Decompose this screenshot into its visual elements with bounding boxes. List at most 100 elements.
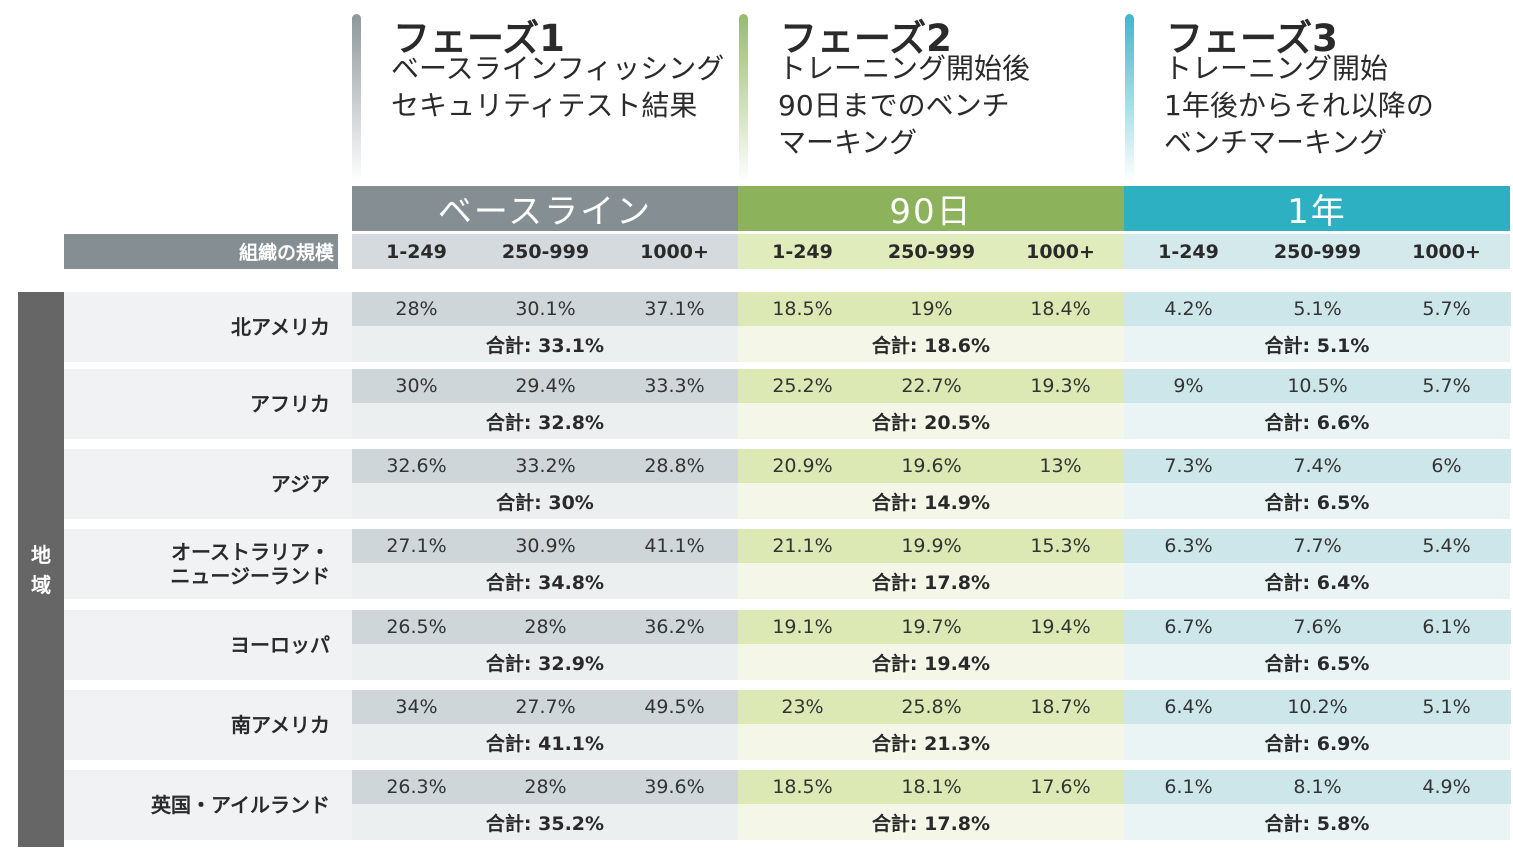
size-header-1-year: 1000+ (1412, 240, 1481, 263)
value-cell-baseline: 32.6% (352, 449, 481, 483)
value-cell-90-days: 25.8% (867, 690, 996, 724)
size-header-90-days: 1-249 (772, 240, 833, 263)
size-bar-90-days (738, 234, 1124, 269)
phase-1-desc-line: セキュリティテスト結果 (391, 89, 698, 122)
value-cell-90-days: 15.3% (996, 529, 1125, 563)
value-cell-1-year: 7.6% (1253, 610, 1382, 644)
value-cell-baseline: 36.2% (610, 610, 739, 644)
value-cell-baseline: 28% (481, 770, 610, 804)
value-cell-1-year: 5.4% (1382, 529, 1511, 563)
value-cell-1-year: 6.1% (1382, 610, 1511, 644)
value-cell-90-days: 19.6% (867, 449, 996, 483)
value-cell-1-year: 6.1% (1124, 770, 1253, 804)
size-header-baseline: 1-249 (386, 240, 447, 263)
total-cell-90-days: 合計: 17.8% (738, 804, 1124, 840)
region-label: アフリカ (250, 392, 330, 416)
value-cell-90-days: 19.1% (738, 610, 867, 644)
value-cell-1-year: 7.3% (1124, 449, 1253, 483)
value-cell-baseline: 28% (481, 610, 610, 644)
value-cell-1-year: 5.1% (1382, 690, 1511, 724)
region-side-char: 域 (31, 572, 51, 597)
region-side-label: 地 域 (18, 292, 64, 847)
value-cell-baseline: 39.6% (610, 770, 739, 804)
value-cell-baseline: 41.1% (610, 529, 739, 563)
period-1-year: 1年 (1124, 186, 1510, 232)
value-cell-90-days: 19.3% (996, 369, 1125, 403)
phase-3-desc-line: ベンチマーキング (1164, 126, 1388, 159)
phase-2-accent-bar (739, 14, 748, 182)
size-header-1-year: 1-249 (1158, 240, 1219, 263)
phase-2-desc-line: 90日までのベンチ (778, 89, 1010, 122)
value-cell-1-year: 5.1% (1253, 292, 1382, 326)
phase-1-desc-line: ベースラインフィッシング (391, 52, 725, 85)
total-cell-90-days: 合計: 18.6% (738, 326, 1124, 362)
phase-1-title: フェーズ1 (393, 17, 565, 60)
value-cell-baseline: 29.4% (481, 369, 610, 403)
value-cell-90-days: 21.1% (738, 529, 867, 563)
total-cell-baseline: 合計: 34.8% (352, 563, 738, 599)
phase-3-desc-line: トレーニング開始 (1164, 52, 1389, 85)
value-cell-90-days: 19.9% (867, 529, 996, 563)
total-cell-baseline: 合計: 33.1% (352, 326, 738, 362)
size-bar-baseline (352, 234, 738, 269)
value-cell-90-days: 18.7% (996, 690, 1125, 724)
value-cell-baseline: 28.8% (610, 449, 739, 483)
phase-2-header: フェーズ2 トレーニング開始後 90日までのベンチ マーキング (739, 0, 1119, 185)
value-cell-1-year: 5.7% (1382, 292, 1511, 326)
value-cell-1-year: 7.7% (1253, 529, 1382, 563)
value-cell-baseline: 27.1% (352, 529, 481, 563)
phase-2-title: フェーズ2 (780, 17, 952, 60)
value-cell-baseline: 34% (352, 690, 481, 724)
value-cell-baseline: 33.2% (481, 449, 610, 483)
value-cell-90-days: 18.5% (738, 770, 867, 804)
value-cell-90-days: 19.7% (867, 610, 996, 644)
value-cell-1-year: 10.2% (1253, 690, 1382, 724)
value-cell-90-days: 18.5% (738, 292, 867, 326)
total-cell-baseline: 合計: 41.1% (352, 724, 738, 760)
phase-2-desc-line: トレーニング開始後 (778, 52, 1031, 85)
value-cell-baseline: 26.3% (352, 770, 481, 804)
period-90-days: 90日 (738, 186, 1124, 232)
total-cell-1-year: 合計: 6.5% (1124, 644, 1510, 680)
value-cell-90-days: 19% (867, 292, 996, 326)
value-cell-baseline: 27.7% (481, 690, 610, 724)
value-cell-90-days: 22.7% (867, 369, 996, 403)
value-cell-baseline: 30.9% (481, 529, 610, 563)
value-cell-1-year: 10.5% (1253, 369, 1382, 403)
value-cell-baseline: 37.1% (610, 292, 739, 326)
region-label: 英国・アイルランド (151, 793, 330, 817)
value-cell-90-days: 23% (738, 690, 867, 724)
total-cell-1-year: 合計: 5.1% (1124, 326, 1510, 362)
org-size-label: 組織の規模 (64, 234, 338, 269)
total-cell-90-days: 合計: 20.5% (738, 403, 1124, 439)
value-cell-1-year: 6% (1382, 449, 1511, 483)
value-cell-90-days: 18.1% (867, 770, 996, 804)
value-cell-90-days: 13% (996, 449, 1125, 483)
value-cell-90-days: 20.9% (738, 449, 867, 483)
value-cell-1-year: 4.9% (1382, 770, 1511, 804)
total-cell-90-days: 合計: 21.3% (738, 724, 1124, 760)
value-cell-baseline: 49.5% (610, 690, 739, 724)
value-cell-baseline: 28% (352, 292, 481, 326)
value-cell-baseline: 33.3% (610, 369, 739, 403)
size-header-1-year: 250-999 (1273, 240, 1362, 263)
total-cell-90-days: 合計: 19.4% (738, 644, 1124, 680)
phase-3-title: フェーズ3 (1166, 17, 1338, 60)
total-cell-baseline: 合計: 35.2% (352, 804, 738, 840)
total-cell-1-year: 合計: 6.5% (1124, 483, 1510, 519)
value-cell-90-days: 19.4% (996, 610, 1125, 644)
value-cell-90-days: 25.2% (738, 369, 867, 403)
size-header-baseline: 1000+ (640, 240, 709, 263)
total-cell-90-days: 合計: 17.8% (738, 563, 1124, 599)
value-cell-1-year: 9% (1124, 369, 1253, 403)
value-cell-1-year: 5.7% (1382, 369, 1511, 403)
value-cell-90-days: 17.6% (996, 770, 1125, 804)
period-baseline: ベースライン (352, 186, 738, 232)
total-cell-1-year: 合計: 5.8% (1124, 804, 1510, 840)
phase-3-desc-line: 1年後からそれ以降の (1164, 89, 1434, 122)
total-cell-1-year: 合計: 6.9% (1124, 724, 1510, 760)
phase-1-header: フェーズ1 ベースラインフィッシング セキュリティテスト結果 (352, 0, 732, 185)
total-cell-1-year: 合計: 6.6% (1124, 403, 1510, 439)
region-label: オーストラリア・ ニュージーランド (170, 540, 330, 588)
region-label: 南アメリカ (231, 713, 330, 737)
